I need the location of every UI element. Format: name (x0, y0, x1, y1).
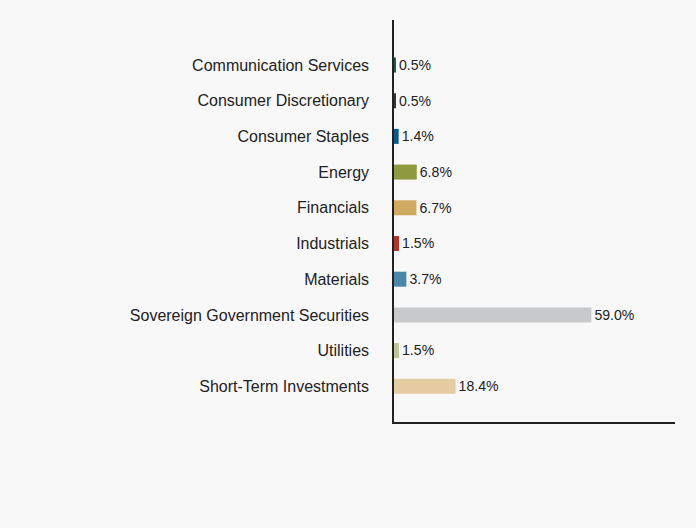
svg-text:6.8%: 6.8% (420, 164, 453, 180)
svg-text:18.4%: 18.4% (459, 378, 499, 394)
svg-text:Sovereign Government Securitie: Sovereign Government Securities (130, 307, 369, 324)
svg-text:Energy: Energy (318, 164, 369, 181)
svg-text:Short-Term Investments: Short-Term Investments (199, 378, 369, 395)
svg-text:59.0%: 59.0% (594, 307, 634, 323)
svg-text:Materials: Materials (304, 271, 369, 288)
svg-text:Industrials: Industrials (296, 235, 369, 252)
svg-text:1.5%: 1.5% (402, 235, 435, 251)
svg-text:0.5%: 0.5% (399, 93, 432, 109)
svg-text:0.5%: 0.5% (399, 57, 432, 73)
svg-text:6.7%: 6.7% (419, 200, 452, 216)
svg-text:3.7%: 3.7% (409, 271, 442, 287)
svg-text:Communication Services: Communication Services (192, 57, 369, 74)
svg-text:Consumer Discretionary: Consumer Discretionary (197, 92, 369, 109)
svg-text:1.4%: 1.4% (402, 128, 435, 144)
svg-text:Financials: Financials (297, 199, 369, 216)
svg-text:Utilities: Utilities (317, 342, 369, 359)
svg-text:1.5%: 1.5% (402, 342, 435, 358)
svg-text:Consumer Staples: Consumer Staples (237, 128, 369, 145)
